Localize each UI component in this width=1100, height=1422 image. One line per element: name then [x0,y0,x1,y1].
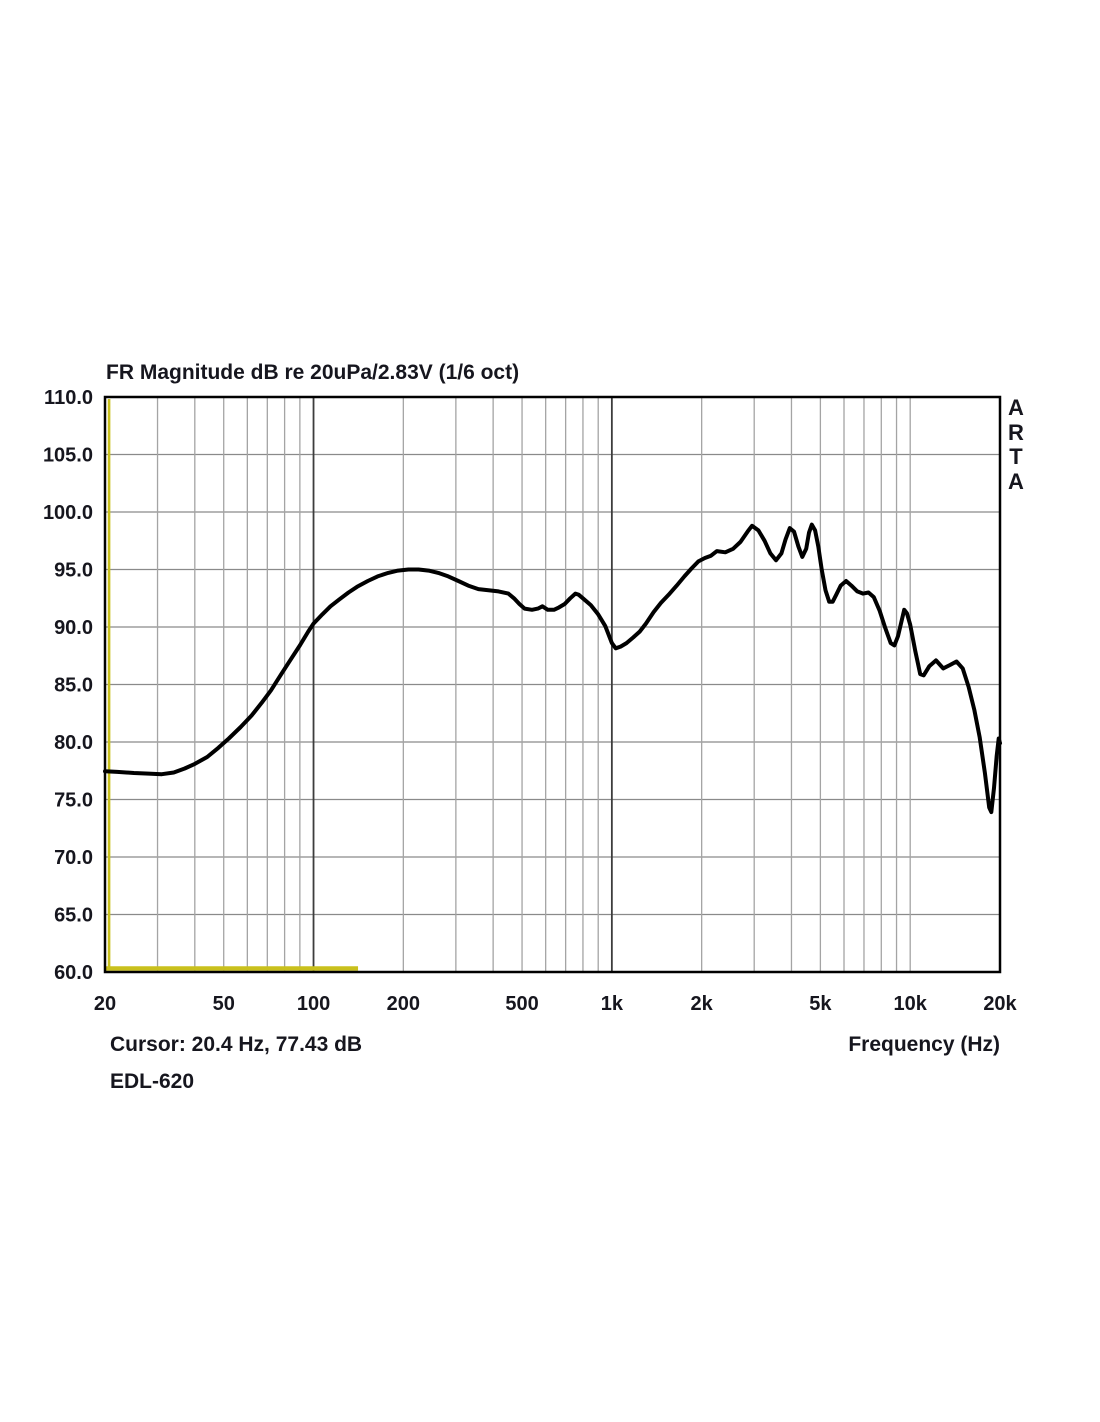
x-tick-label-1k: 1k [601,993,624,1015]
x-tick-label-50: 50 [213,993,235,1015]
arta-watermark: A R T A [1008,395,1024,494]
fr-curve [103,522,1002,815]
x-axis-label: Frequency (Hz) [848,1033,1000,1056]
x-tick-label-200: 200 [387,993,420,1015]
chart-title: FR Magnitude dB re 20uPa/2.83V (1/6 oct) [106,361,520,384]
x-tick-label-100: 100 [297,993,330,1015]
y-tick-label-70.0: 70.0 [54,847,93,869]
x-tick-label-500: 500 [505,993,538,1015]
y-tick-label-90.0: 90.0 [54,617,93,639]
y-tick-label-110.0: 110.0 [44,387,93,409]
y-tick-label-75.0: 75.0 [54,790,93,812]
y-tick-label-95.0: 95.0 [54,560,93,582]
y-tick-label-65.0: 65.0 [54,905,93,927]
y-tick-label-80.0: 80.0 [54,732,93,754]
y-tick-label-100.0: 100.0 [43,502,93,524]
device-label: EDL-620 [110,1070,195,1093]
y-tick-label-60.0: 60.0 [54,962,93,984]
y-tick-label-105.0: 105.0 [43,445,93,467]
x-tick-label-20: 20 [94,993,116,1015]
x-tick-label-5k: 5k [809,993,832,1015]
x-tick-label-10k: 10k [894,993,928,1015]
x-tick-label-20k: 20k [983,993,1017,1015]
x-tick-label-2k: 2k [691,993,714,1015]
cursor-readout: Cursor: 20.4 Hz, 77.43 dB [110,1033,363,1056]
y-tick-label-85.0: 85.0 [54,675,93,697]
plot-border [103,395,1002,974]
